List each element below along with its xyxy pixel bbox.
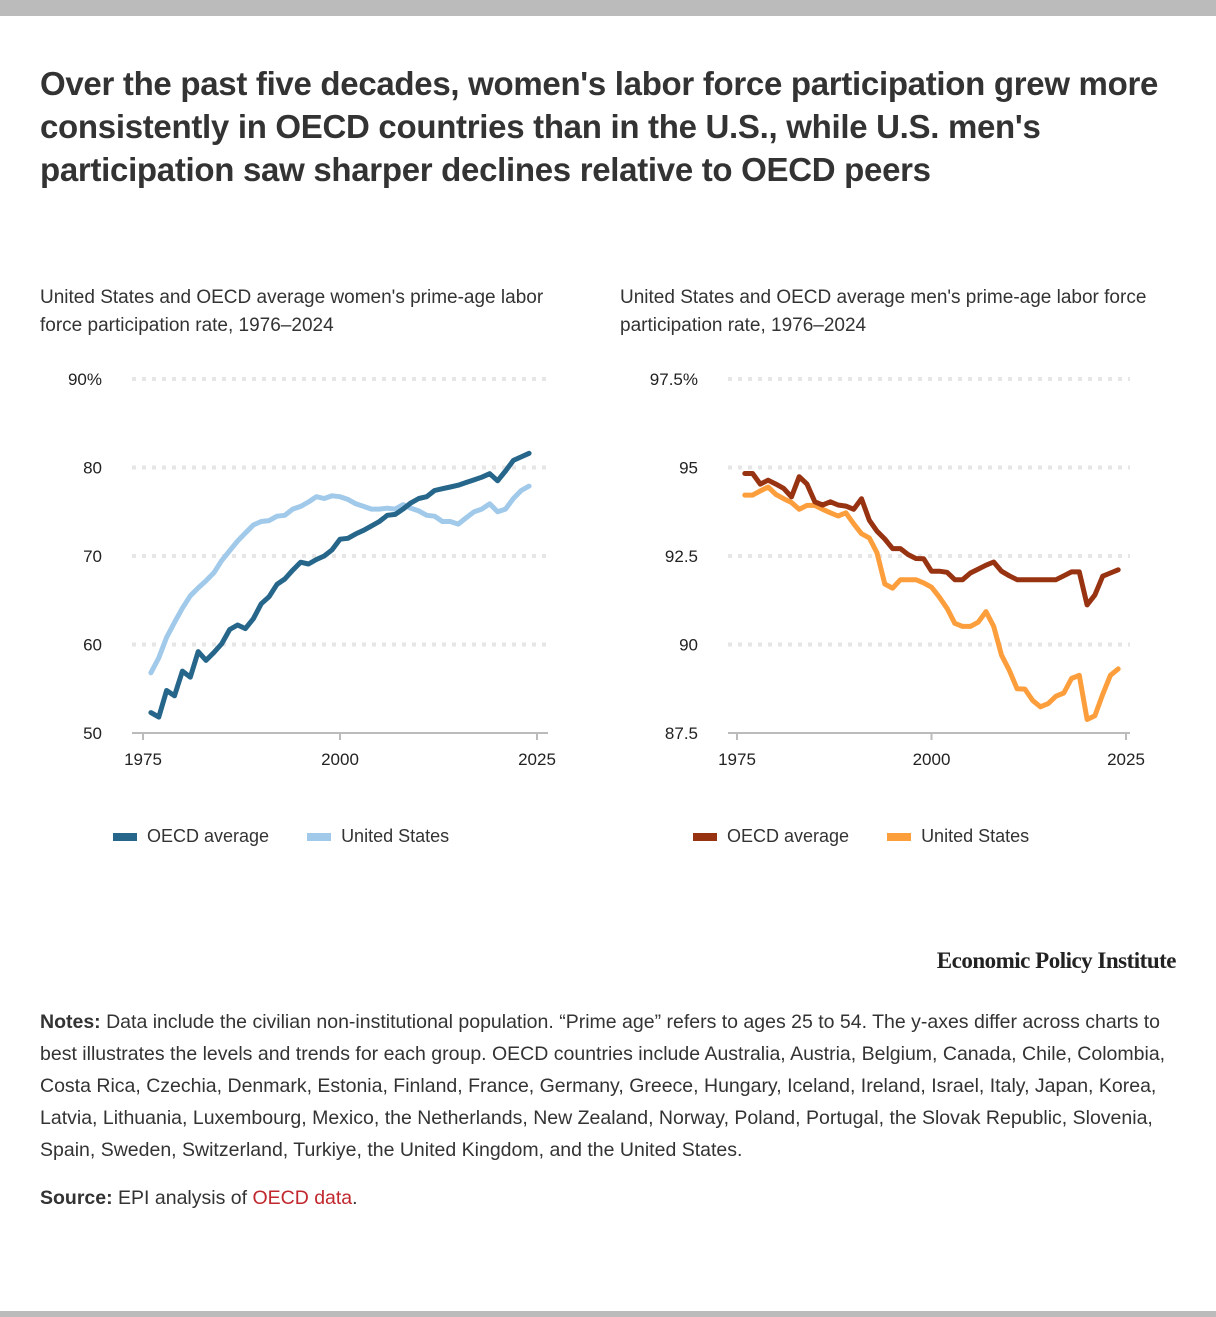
y-tick-label: 95 bbox=[679, 459, 698, 478]
left-chart-subtitle: United States and OECD average women's p… bbox=[40, 287, 544, 336]
legend-swatch-us bbox=[887, 832, 912, 841]
epi-logo: Economic Policy Institute bbox=[936, 948, 1177, 973]
legend-item-united-states: United States bbox=[887, 826, 1029, 847]
x-tick-label: 1975 bbox=[718, 750, 756, 769]
notes-text: Data include the civilian non-institutio… bbox=[40, 1011, 1166, 1161]
women-series-oecd-average-line bbox=[148, 450, 532, 720]
legend-swatch-oecd bbox=[693, 832, 717, 841]
legend-swatch-us bbox=[307, 832, 332, 841]
legend-label: United States bbox=[921, 826, 1030, 846]
source: Source: EPI analysis of OECD data. bbox=[40, 1182, 358, 1214]
y-tick-label: 80 bbox=[83, 459, 102, 478]
y-tick-label: 90% bbox=[68, 370, 102, 389]
y-tick-label: 70 bbox=[83, 547, 102, 566]
chart-title: Over the past five decades, women's labo… bbox=[40, 65, 1159, 188]
legend-label: United States bbox=[341, 826, 450, 846]
men-chart-legend: OECD average United States bbox=[693, 826, 1067, 847]
x-tick-label: 2000 bbox=[913, 750, 951, 769]
y-tick-label: 97.5% bbox=[650, 370, 698, 389]
y-tick-label: 92.5 bbox=[665, 547, 698, 566]
source-label: Source: bbox=[40, 1187, 113, 1209]
right-chart-subtitle: United States and OECD average men's pri… bbox=[620, 287, 1147, 336]
source-suffix: . bbox=[352, 1187, 358, 1209]
x-tick-label: 1975 bbox=[124, 750, 162, 769]
bottom-border bbox=[0, 1311, 1216, 1317]
x-tick-label: 2000 bbox=[321, 750, 359, 769]
women-series-united-states-line bbox=[148, 483, 532, 676]
y-tick-label: 50 bbox=[83, 724, 102, 743]
legend-label: OECD average bbox=[727, 826, 850, 846]
legend-item-united-states: United States bbox=[307, 826, 449, 847]
women-lfpr-chart: 50 60 70 80 90% 1975 2000 2025 bbox=[68, 370, 556, 769]
x-tick-label: 2025 bbox=[1107, 750, 1145, 769]
legend-label: OECD average bbox=[147, 826, 270, 846]
men-lfpr-chart: 87.5 90 92.5 95 97.5% 1975 2000 2025 bbox=[650, 370, 1145, 769]
legend-swatch-oecd bbox=[113, 832, 137, 841]
y-tick-label: 90 bbox=[679, 636, 698, 655]
men-series-oecd-average-line bbox=[742, 471, 1121, 608]
men-series-united-states-line bbox=[742, 484, 1121, 722]
x-tick-label: 2025 bbox=[518, 750, 556, 769]
top-border bbox=[0, 0, 1216, 16]
y-tick-label: 87.5 bbox=[665, 724, 698, 743]
legend-item-oecd-average: OECD average bbox=[693, 826, 849, 847]
source-prefix: EPI analysis of bbox=[118, 1187, 248, 1209]
y-tick-label: 60 bbox=[83, 636, 102, 655]
notes: Notes: Data include the civilian non-ins… bbox=[40, 1006, 1180, 1166]
oecd-data-link[interactable]: OECD data bbox=[252, 1187, 353, 1209]
notes-label: Notes: bbox=[40, 1011, 101, 1033]
legend-item-oecd-average: OECD average bbox=[113, 826, 269, 847]
women-chart-legend: OECD average United States bbox=[113, 826, 487, 847]
